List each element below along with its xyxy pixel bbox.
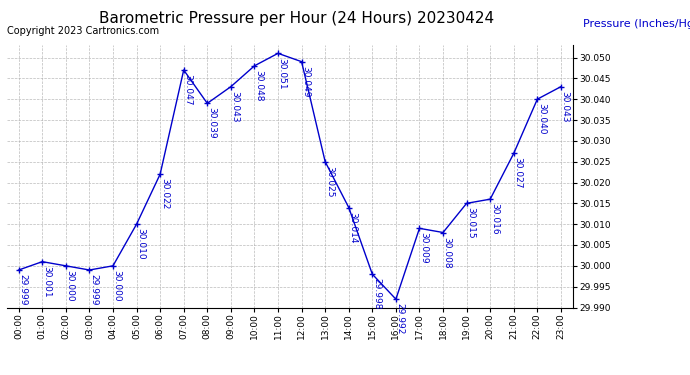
Text: 30.001: 30.001 [42,266,51,297]
Text: 30.014: 30.014 [348,211,357,243]
Text: 30.025: 30.025 [325,166,334,197]
Text: 30.049: 30.049 [302,66,310,98]
Text: 29.992: 29.992 [395,303,404,335]
Text: 30.040: 30.040 [537,104,546,135]
Text: 30.051: 30.051 [277,57,286,89]
Text: Copyright 2023 Cartronics.com: Copyright 2023 Cartronics.com [7,26,159,36]
Text: 30.000: 30.000 [112,270,121,302]
Text: 30.009: 30.009 [419,232,428,264]
Text: 30.039: 30.039 [207,108,216,139]
Text: 30.027: 30.027 [513,158,522,189]
Text: 29.999: 29.999 [19,274,28,306]
Text: 29.999: 29.999 [89,274,98,306]
Text: 30.016: 30.016 [490,203,499,235]
Text: 29.998: 29.998 [372,278,381,310]
Text: 30.047: 30.047 [184,74,193,106]
Text: 30.043: 30.043 [560,91,569,122]
Text: 30.015: 30.015 [466,207,475,239]
Text: 30.000: 30.000 [66,270,75,302]
Text: 30.022: 30.022 [160,178,169,210]
Text: 30.010: 30.010 [136,228,145,260]
Text: Barometric Pressure per Hour (24 Hours) 20230424: Barometric Pressure per Hour (24 Hours) … [99,11,494,26]
Text: 30.043: 30.043 [230,91,239,122]
Text: Pressure (Inches/Hg): Pressure (Inches/Hg) [583,19,690,29]
Text: 30.008: 30.008 [443,237,452,268]
Text: 30.048: 30.048 [254,70,263,102]
